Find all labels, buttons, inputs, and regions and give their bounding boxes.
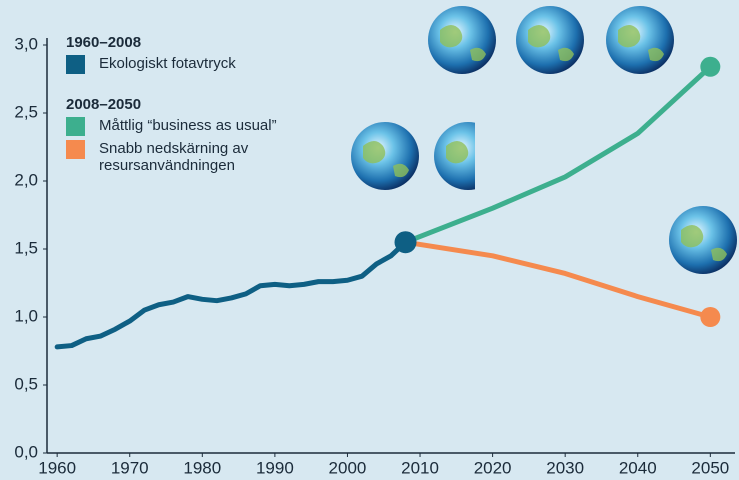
legend-item: Måttlig “business as usual” (66, 117, 326, 136)
x-tick-label: 2000 (329, 458, 367, 477)
globe-partial (434, 122, 475, 190)
y-tick-label: 0,0 (14, 442, 38, 461)
globe-icons (351, 6, 737, 274)
legend-label: Ekologiskt fotavtryck (99, 55, 236, 72)
x-tick-label: 1960 (38, 458, 76, 477)
globe (516, 6, 584, 74)
y-tick-label: 0,5 (14, 374, 38, 393)
legend-label: Snabb nedskärning av resursanvändningen (99, 140, 249, 174)
series-line (403, 64, 713, 245)
x-tick-label: 1970 (111, 458, 149, 477)
legend-item: Ekologiskt fotavtryck (66, 55, 326, 74)
legend-swatch (66, 55, 85, 74)
x-tick-label: 2010 (401, 458, 439, 477)
legend-item: Snabb nedskärning av resursanvändningen (66, 140, 326, 174)
end-point (394, 231, 417, 254)
globe (606, 6, 674, 74)
end-point (700, 307, 721, 327)
x-tick-label: 2030 (546, 458, 584, 477)
series-line (403, 239, 713, 320)
end-point (700, 56, 721, 77)
globe (669, 206, 737, 274)
x-tick-label: 1990 (256, 458, 294, 477)
y-tick-label: 1,0 (14, 306, 38, 325)
x-tick-label: 2020 (474, 458, 512, 477)
legend-heading: 1960–2008 (66, 34, 142, 51)
y-tick-label: 2,5 (14, 102, 38, 121)
series-line (54, 239, 409, 350)
y-tick-label: 3,0 (14, 34, 38, 53)
legend-heading: 2008–2050 (66, 96, 142, 113)
y-tick-label: 2,0 (14, 170, 38, 189)
legend-swatch (66, 117, 85, 136)
x-tick-label: 2040 (619, 458, 657, 477)
y-tick-label: 1,5 (14, 238, 38, 257)
globe (428, 6, 496, 74)
globe (351, 122, 419, 190)
legend: 1960–2008 Ekologiskt fotavtryck 2008–2050 M… (66, 34, 326, 178)
x-tick-label: 1980 (183, 458, 221, 477)
legend-swatch (66, 140, 85, 159)
x-tick-label: 2050 (691, 458, 729, 477)
legend-label: Måttlig “business as usual” (99, 117, 277, 134)
